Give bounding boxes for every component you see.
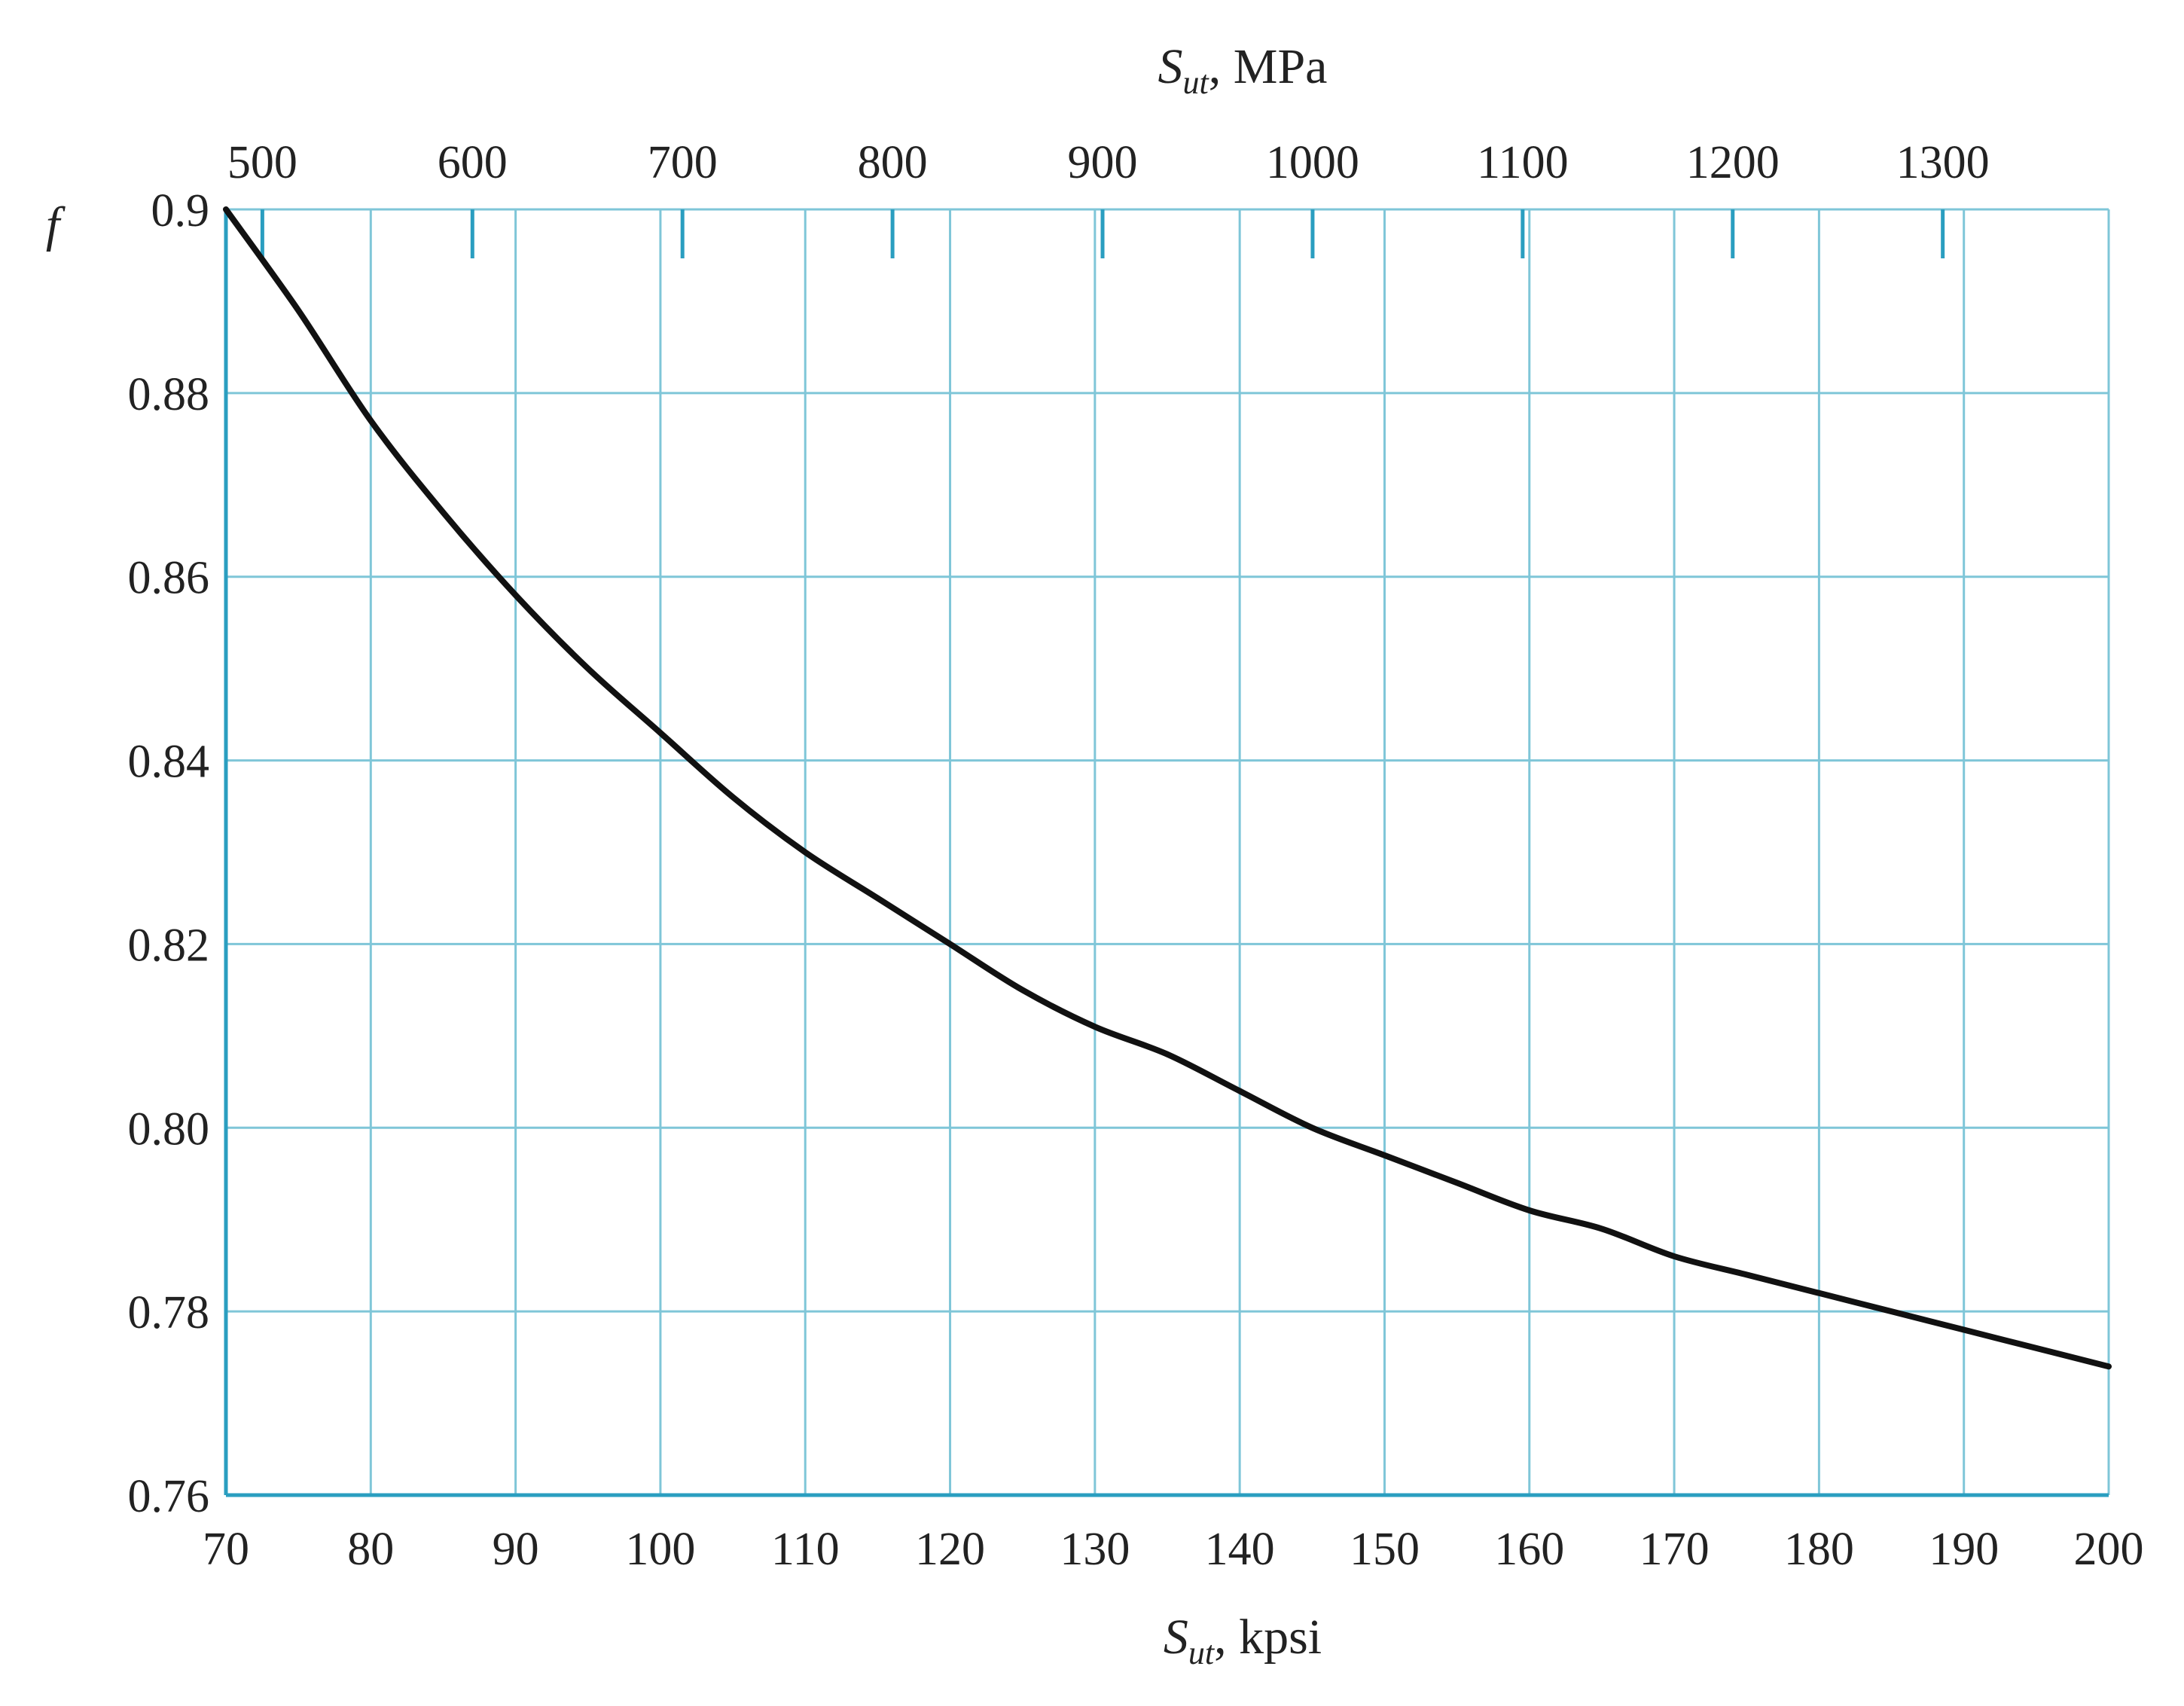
top-tick-label-800: 800 bbox=[858, 137, 928, 188]
x-tick-label-130: 130 bbox=[1060, 1524, 1130, 1575]
x-tick-label-110: 110 bbox=[771, 1524, 840, 1575]
x-tick-label-200: 200 bbox=[2074, 1524, 2144, 1575]
y-tick-label-7: 0.9 bbox=[151, 185, 210, 237]
top-tick-label-900: 900 bbox=[1068, 137, 1138, 188]
x-tick-label-120: 120 bbox=[915, 1524, 985, 1575]
axes bbox=[224, 209, 2109, 1497]
top-tick-label-500: 500 bbox=[227, 137, 297, 188]
y-tick-label-1: 0.78 bbox=[128, 1287, 210, 1338]
x-tick-label-90: 90 bbox=[493, 1524, 539, 1575]
y-tick-label-5: 0.86 bbox=[128, 553, 210, 604]
y-tick-label-6: 0.88 bbox=[128, 369, 210, 420]
x-tick-label-190: 190 bbox=[1929, 1524, 1999, 1575]
x-tick-label-80: 80 bbox=[347, 1524, 394, 1575]
x-tick-label-100: 100 bbox=[625, 1524, 695, 1575]
tick-labels: 70 80 90 100 110 120 130 140 150 160 170 180 190 200 0… bbox=[128, 137, 2144, 1575]
x-tick-label-140: 140 bbox=[1205, 1524, 1275, 1575]
x-tick-label-150: 150 bbox=[1350, 1524, 1420, 1575]
x-tick-label-70: 70 bbox=[203, 1524, 249, 1575]
x-tick-label-160: 160 bbox=[1494, 1524, 1564, 1575]
top-tick-label-1200: 1200 bbox=[1686, 137, 1780, 188]
top-tick-label-1100: 1100 bbox=[1477, 137, 1569, 188]
top-mpa-ticks bbox=[260, 209, 1945, 258]
x-tick-label-170: 170 bbox=[1640, 1524, 1710, 1575]
y-tick-label-3: 0.82 bbox=[128, 920, 210, 971]
top-tick-label-600: 600 bbox=[438, 137, 508, 188]
bottom-axis-title: Sut, kpsi bbox=[1164, 1610, 1322, 1671]
series-line-0 bbox=[223, 206, 2112, 1370]
top-axis-title: Sut, MPa bbox=[1158, 39, 1328, 101]
grid-lines bbox=[224, 208, 2110, 1497]
top-tick-label-1000: 1000 bbox=[1266, 137, 1359, 188]
top-tick-label-700: 700 bbox=[648, 137, 718, 188]
x-tick-label-180: 180 bbox=[1784, 1524, 1854, 1575]
data-series bbox=[223, 206, 2112, 1370]
y-tick-label-0: 0.76 bbox=[128, 1471, 210, 1522]
y-tick-label-4: 0.84 bbox=[128, 737, 210, 788]
top-tick-label-1300: 1300 bbox=[1896, 137, 1990, 188]
y-tick-label-2: 0.80 bbox=[128, 1103, 210, 1155]
